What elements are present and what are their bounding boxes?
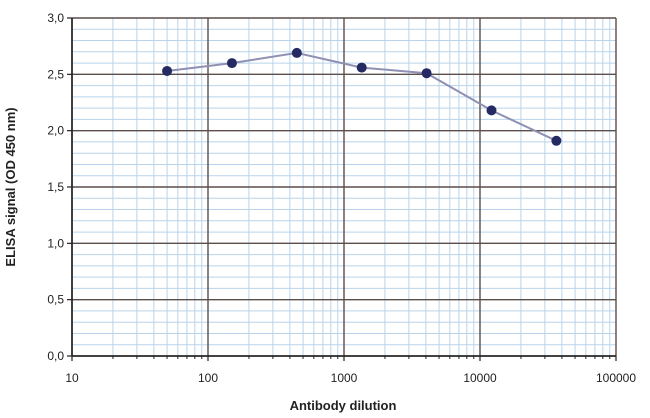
axes [67, 17, 617, 361]
y-tick-label: 0,5 [47, 293, 64, 307]
x-axis-title: Antibody dilution [290, 398, 397, 413]
data-point [291, 47, 302, 58]
y-tick-label: 1,0 [47, 236, 64, 250]
y-axis-title: ELISA signal (OD 450 nm) [3, 107, 18, 266]
x-tick-label: 10000 [463, 371, 497, 385]
data-point [551, 135, 562, 146]
y-tick-label: 2,0 [47, 124, 64, 138]
y-tick-label: 2,5 [47, 67, 64, 81]
y-tick-label: 1,5 [47, 180, 64, 194]
data-point [421, 68, 432, 79]
series-layer [162, 47, 562, 146]
data-point [486, 105, 497, 116]
x-tick-label: 100000 [596, 371, 636, 385]
x-tick-label: 10 [65, 371, 79, 385]
y-tick-label: 0,0 [47, 349, 64, 363]
data-point [162, 65, 173, 76]
x-tick-label: 100 [198, 371, 218, 385]
tick-labels: 10 100 1000 10000 100000 0,0 0,5 1,0 1,5 2,0 2,5 3,… [47, 11, 636, 385]
x-tick-label: 1000 [331, 371, 358, 385]
data-point [356, 62, 367, 73]
data-point [226, 58, 237, 69]
y-tick-label: 3,0 [47, 11, 64, 25]
